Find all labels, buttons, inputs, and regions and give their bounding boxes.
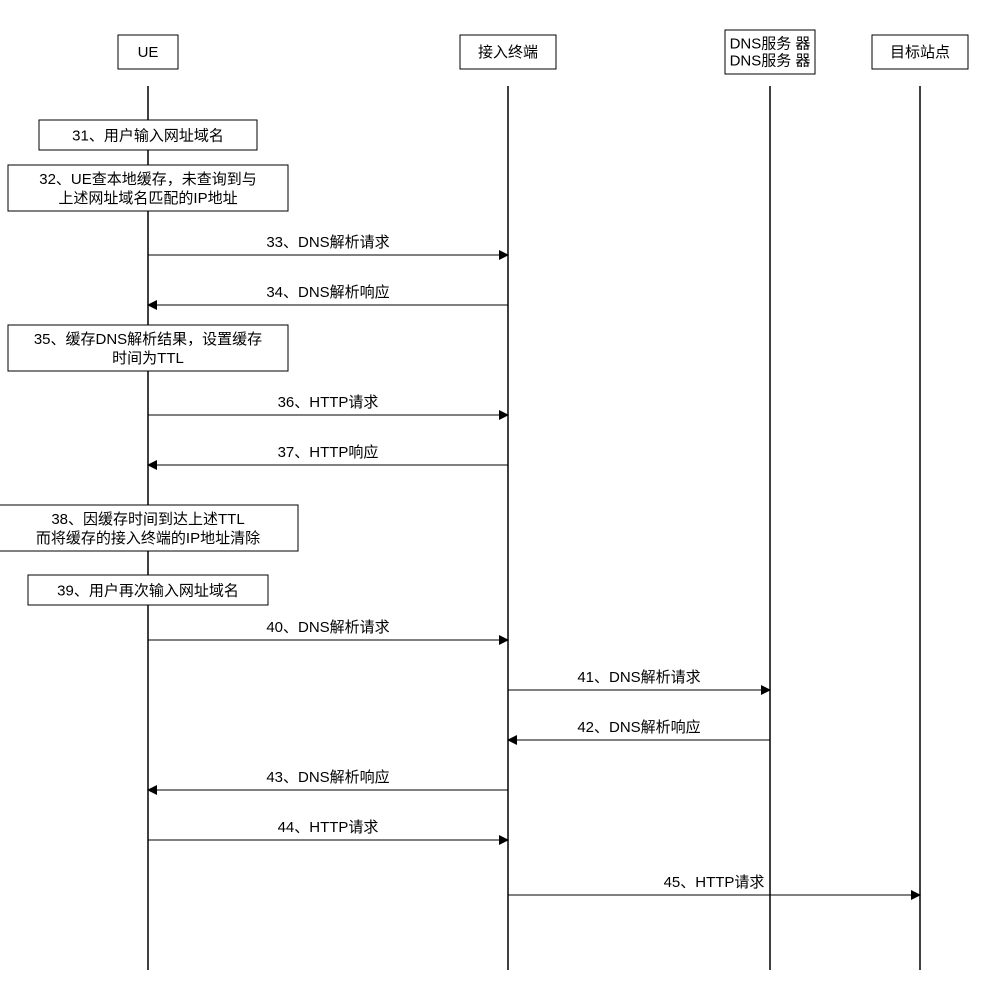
message-label-m34: 34、DNS解析响应: [266, 283, 389, 301]
sequence-diagram: UE 接入终端 DNS服务 器DNS服务 器 目标站点 31、用户输入网址域名 32、UE…: [0, 0, 986, 1000]
message-label-m33: 33、DNS解析请求: [266, 234, 389, 251]
step-label-s35: 35、缓存DNS解析结果，设置缓存: [34, 331, 262, 348]
actor-label-dns: DNS服务 器: [730, 53, 811, 70]
message-label-m45: 45、HTTP请求: [664, 874, 765, 891]
actor-label-access: 接入终端: [478, 44, 538, 61]
step-label-s39: 39、用户再次输入网址域名: [57, 583, 239, 600]
message-label-m40: 40、DNS解析请求: [266, 619, 389, 636]
step-label-s38: 38、因缓存时间到达上述TTL: [51, 511, 244, 528]
message-label-m44: 44、HTTP请求: [278, 819, 379, 836]
step-label-s32: 上述网址域名匹配的IP地址: [58, 190, 237, 207]
message-label-m41: 41、DNS解析请求: [577, 669, 700, 686]
message-label-m36: 36、HTTP请求: [278, 394, 379, 411]
step-label-s32: 32、UE查本地缓存，未查询到与: [39, 171, 257, 188]
message-label-m37: 37、HTTP响应: [278, 443, 379, 461]
step-label-s38: 而将缓存的接入终端的IP地址清除: [36, 530, 260, 547]
message-label-m42: 42、DNS解析响应: [577, 718, 700, 736]
message-label-m43: 43、DNS解析响应: [266, 768, 389, 786]
step-label-s35: 时间为TTL: [112, 350, 184, 367]
actor-label-dns: DNS服务 器: [730, 36, 811, 53]
step-label-s31: 31、用户输入网址域名: [72, 128, 224, 145]
actor-label-target: 目标站点: [890, 44, 950, 61]
actor-label-ue: UE: [138, 44, 159, 61]
